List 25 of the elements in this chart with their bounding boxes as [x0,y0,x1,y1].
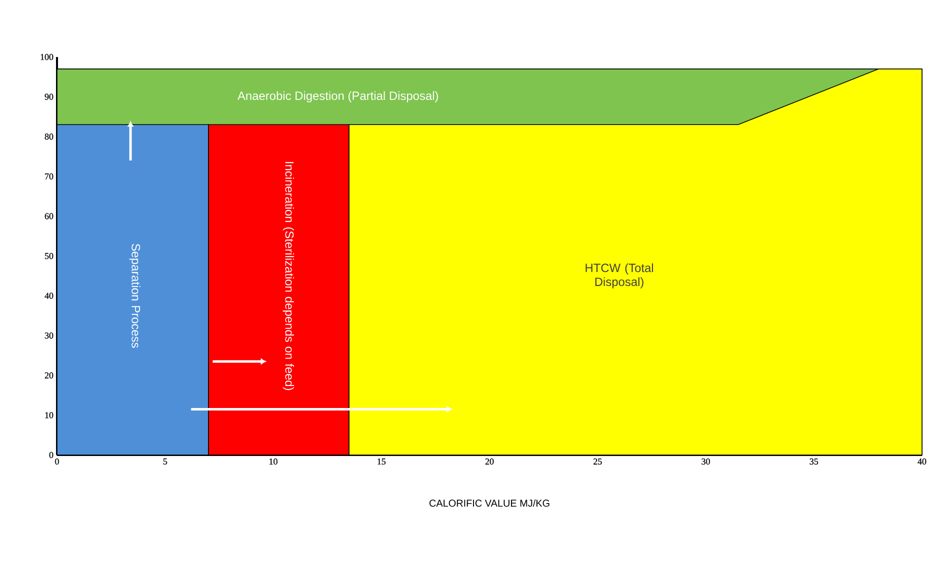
x-tick-label: 5 [163,458,168,464]
y-tick-label: 90 [44,94,54,100]
y-tick-label: 70 [45,173,54,180]
y-tick-label: 30 [44,332,54,339]
y-tick-label: 50 [45,252,54,260]
annotation: Separation Process [129,244,140,348]
x-tick-label: 40 [918,458,926,465]
y-tick-label: 0 [49,452,54,458]
y-tick-label: 60 [44,213,54,220]
x-tick-label: 35 [810,458,818,465]
x-axis-title: CALORIFIC VALUE MJ/KG [429,499,550,507]
x-tick-label: 0 [55,458,59,465]
x-tick-label: 15 [378,458,386,465]
x-tick-label: 30 [702,458,710,465]
x-tick-label: 10 [270,458,278,465]
annotation: HTCW (Total Disposal) [586,263,654,288]
x-tick-label: 20 [485,458,494,465]
y-tick-label: 40 [44,292,54,299]
annotation: Incineration (Sterilization depends on feed) [282,162,294,390]
y-tick-label: 80 [44,134,54,140]
y-tick-label: 10 [45,412,54,418]
x-tick-label: 25 [594,458,602,465]
annotation: Anaerobic Digestion (Partial Disposal) [237,91,438,102]
y-tick-label: 100 [40,54,54,60]
y-tick-label: 20 [44,372,54,378]
